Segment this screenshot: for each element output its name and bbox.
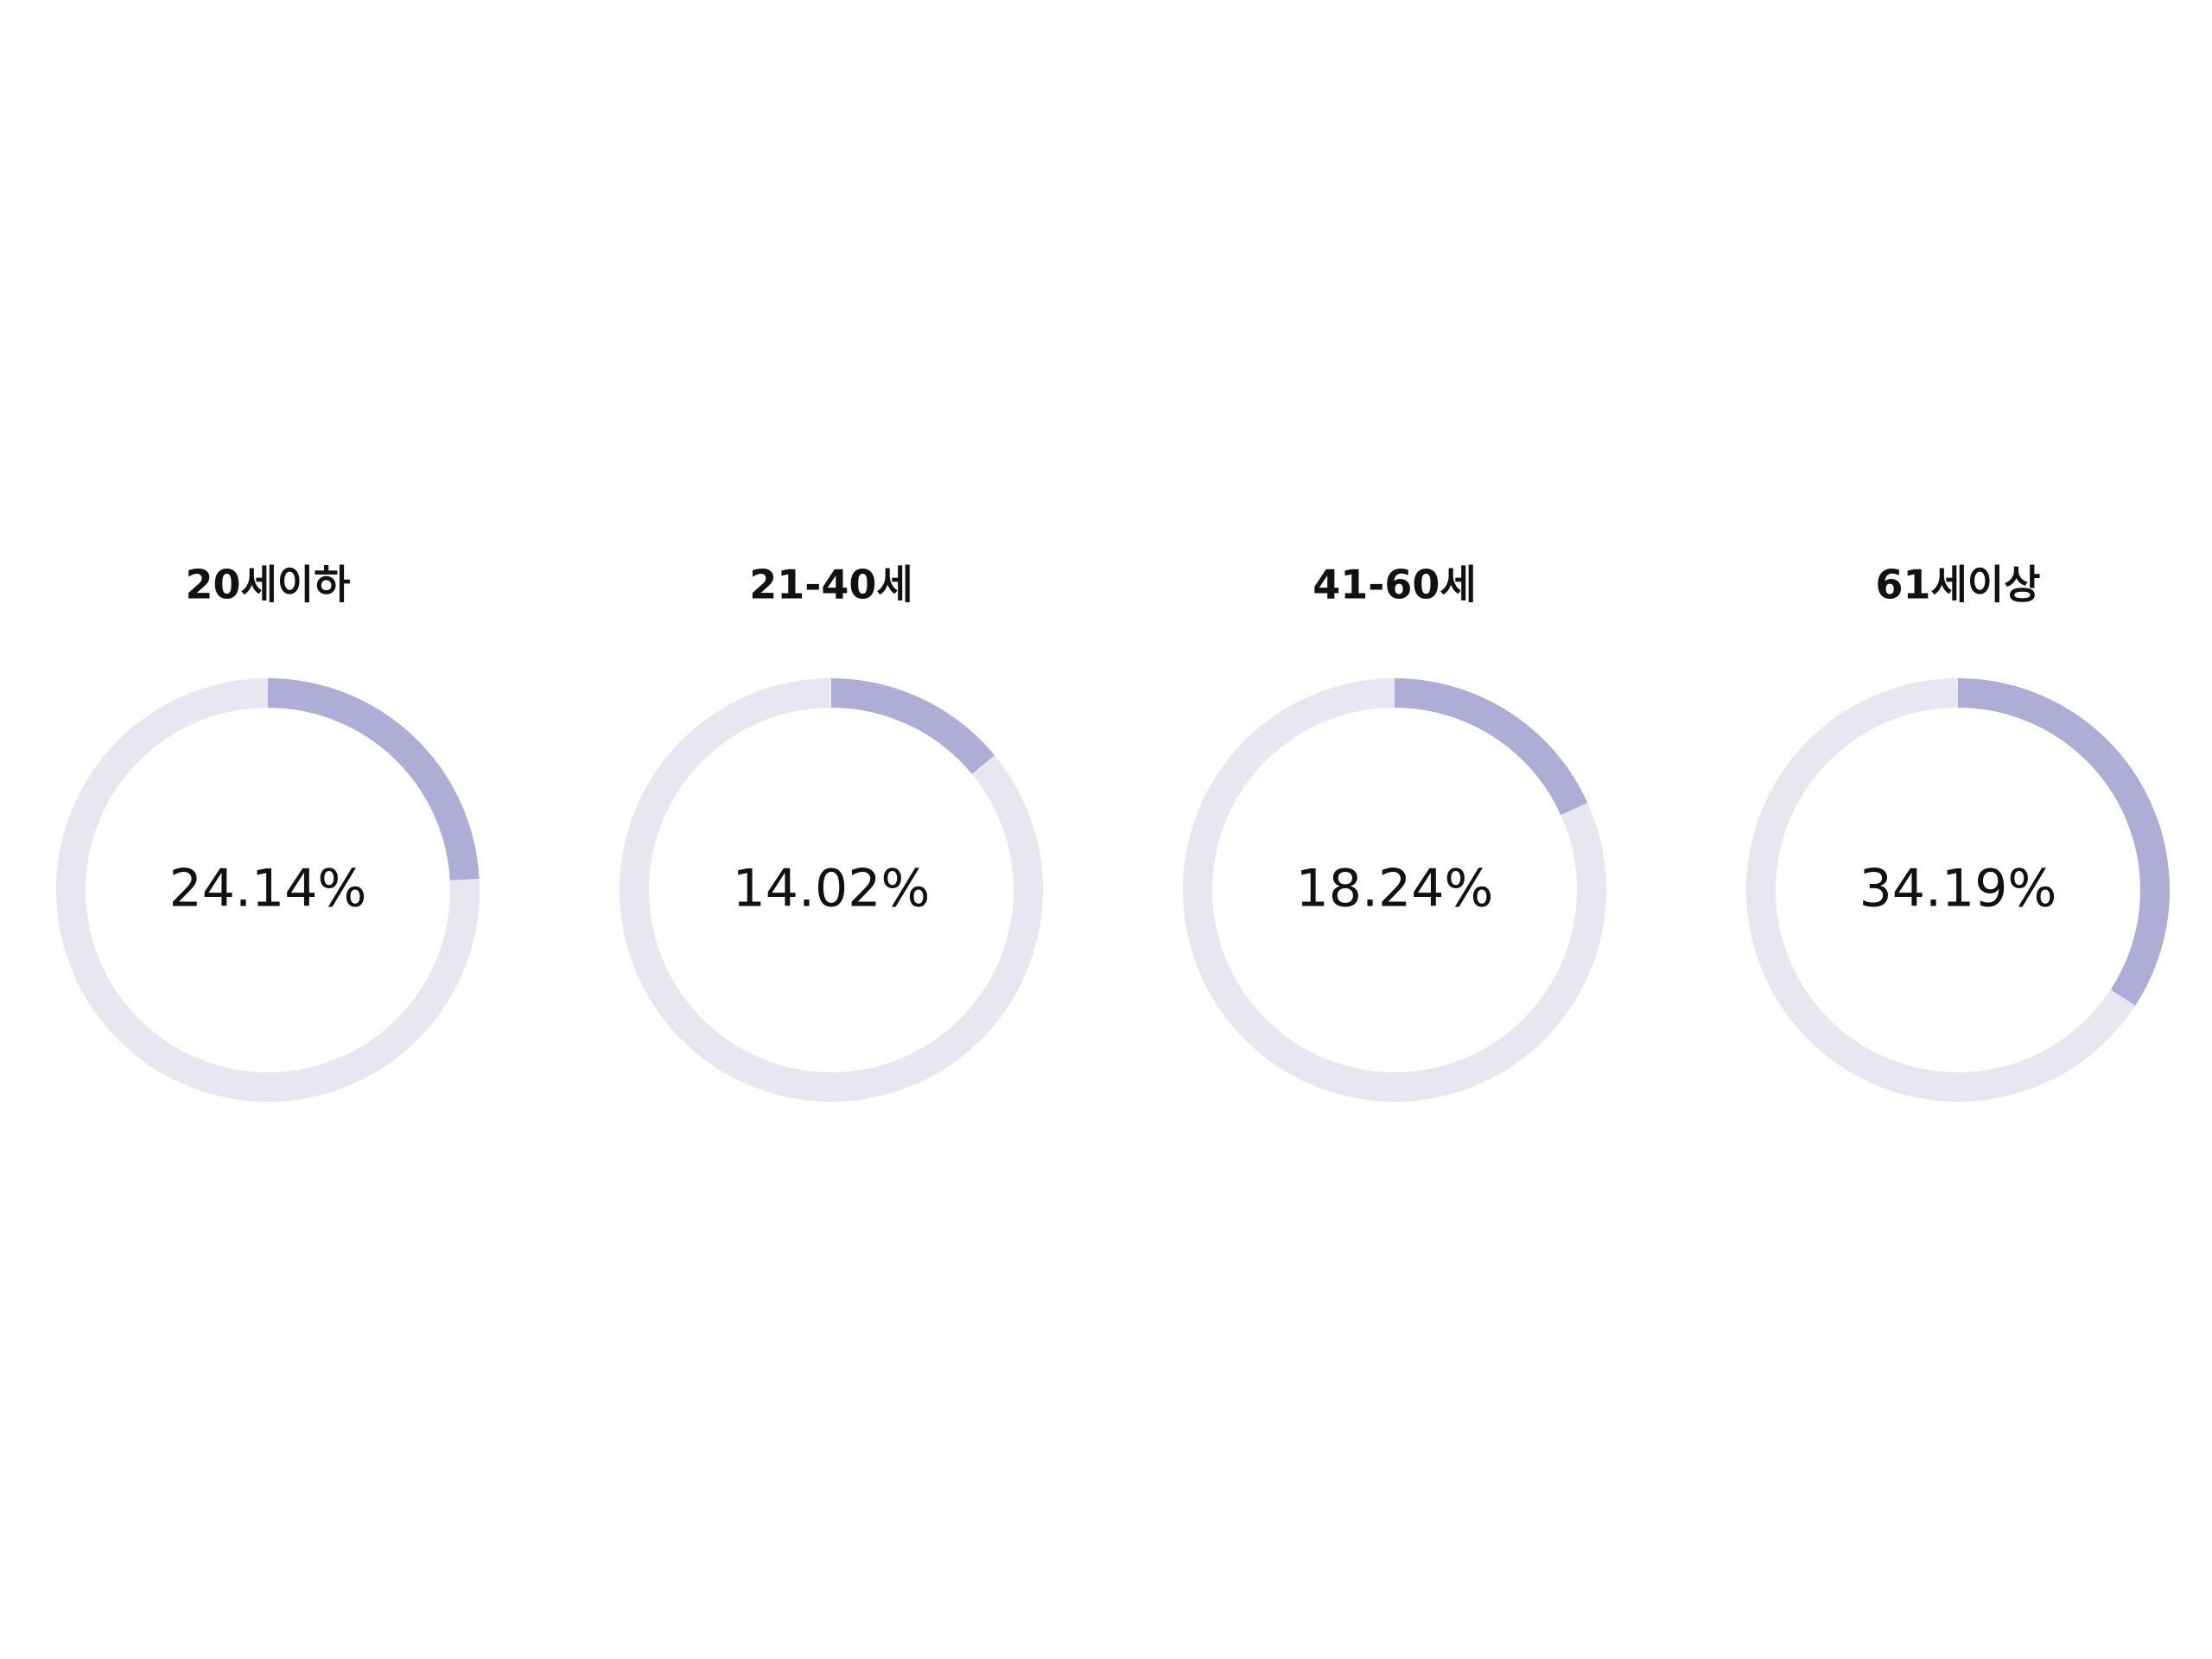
donut-value-label: 24.14% [169, 859, 367, 919]
donut-filled-arc [56, 678, 480, 1102]
donut-filled-arc [1746, 678, 2170, 1102]
donut-title: 21-40세 [749, 562, 912, 608]
donut-filled-arc [1183, 678, 1606, 1102]
donut-filled-arc [620, 678, 1043, 1102]
donut-1: 20세이하 24.14% [56, 562, 480, 1102]
donut-value-label: 14.02% [733, 859, 931, 919]
donut-3: 41-60세 18.24% [1183, 562, 1606, 1102]
donut-title: 20세이하 [186, 562, 351, 608]
donut-value-label: 34.19% [1859, 859, 2057, 919]
donut-title: 41-60세 [1313, 562, 1476, 608]
donut-title: 61세이상 [1876, 562, 2041, 608]
donut-value-label: 18.24% [1296, 859, 1494, 919]
donut-4: 61세이상 34.19% [1746, 562, 2170, 1102]
donut-2: 21-40세 14.02% [620, 562, 1043, 1102]
